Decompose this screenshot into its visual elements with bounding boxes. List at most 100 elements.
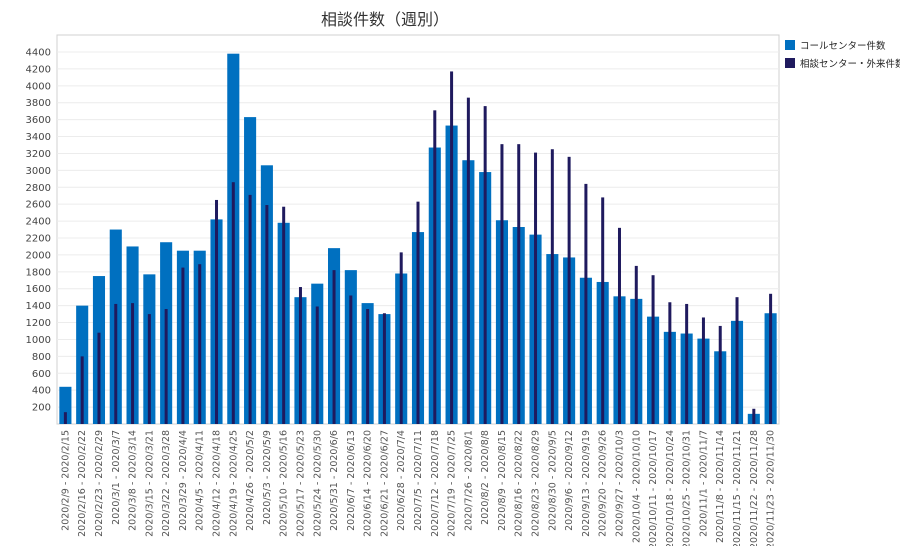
bar-consult-center[interactable]: [718, 325, 722, 424]
x-tick-label: 2020/10/4 - 2020/10/10: [631, 430, 642, 543]
y-tick-label: 1800: [26, 267, 51, 278]
x-tick-label: 2020/9/6 - 2020/9/12: [564, 430, 575, 531]
x-tick-label: 2020/5/24 - 2020/5/30: [312, 430, 323, 537]
x-tick-label: 2020/8/30 - 2020/9/5: [547, 430, 558, 531]
bar-consult-center[interactable]: [382, 313, 386, 424]
x-tick-label: 2020/5/3 - 2020/5/9: [262, 430, 273, 525]
bar-consult-center[interactable]: [80, 356, 84, 424]
bar-consult-center[interactable]: [634, 265, 638, 424]
x-tick-label: 2020/11/8 - 2020/11/14: [715, 430, 726, 543]
x-tick-label: 2020/2/16 - 2020/2/22: [77, 430, 88, 537]
bar-consult-center[interactable]: [517, 144, 521, 424]
bar-consult-center[interactable]: [466, 97, 470, 425]
bar-consult-center[interactable]: [617, 227, 621, 424]
y-tick-label: 600: [32, 369, 51, 380]
bar-consult-center[interactable]: [701, 317, 705, 424]
y-tick-label: 1600: [26, 284, 51, 295]
bar-consult-center[interactable]: [131, 303, 135, 424]
x-tick-label: 2020/9/20 - 2020/9/26: [598, 430, 609, 537]
y-tick-label: 2200: [26, 234, 51, 245]
bar-consult-center[interactable]: [685, 303, 689, 424]
x-tick-label: 2020/3/8 - 2020/3/14: [128, 430, 139, 531]
x-tick-label: 2020/5/31 - 2020/6/6: [329, 430, 340, 531]
x-tick-label: 2020/4/19 - 2020/4/25: [228, 430, 239, 537]
y-tick-label: 4400: [26, 48, 51, 59]
x-tick-label: 2020/11/15 - 2020/11/21: [732, 430, 743, 546]
bar-consult-center[interactable]: [231, 182, 235, 424]
y-tick-label: 4200: [26, 64, 51, 75]
bar-consult-center[interactable]: [668, 302, 672, 424]
x-tick-label: 2020/6/7 - 2020/6/13: [346, 430, 357, 531]
bar-consult-center[interactable]: [500, 144, 504, 424]
bar-consult-center[interactable]: [752, 408, 756, 424]
bar-consult-center[interactable]: [433, 110, 437, 424]
x-tick-label: 2020/3/29 - 2020/4/4: [178, 430, 189, 531]
x-tick-label: 2020/7/19 - 2020/7/25: [447, 430, 458, 537]
bar-consult-center[interactable]: [63, 412, 67, 424]
x-tick-label: 2020/3/1 - 2020/3/7: [111, 430, 122, 525]
x-tick-label: 2020/7/5 - 2020/7/11: [413, 430, 424, 531]
x-tick-label: 2020/5/10 - 2020/5/16: [279, 430, 290, 537]
x-tick-label: 2020/4/12 - 2020/4/18: [212, 430, 223, 537]
chart-title: 相談件数（週別）: [320, 10, 449, 29]
legend-swatch-consult-center: [785, 57, 795, 68]
bar-consult-center[interactable]: [399, 252, 403, 424]
bar-consult-center[interactable]: [601, 197, 605, 424]
bar-consult-center[interactable]: [164, 309, 168, 424]
y-tick-label: 3600: [26, 115, 51, 126]
bar-consult-center[interactable]: [550, 149, 554, 424]
x-tick-label: 2020/2/23 - 2020/2/29: [94, 430, 105, 537]
bar-consult-center[interactable]: [198, 264, 202, 424]
x-tick-label: 2020/7/12 - 2020/7/18: [430, 430, 441, 537]
bar-consult-center[interactable]: [769, 293, 773, 424]
y-tick-label: 800: [32, 352, 51, 363]
x-tick-label: 2020/8/23 - 2020/8/29: [531, 430, 542, 537]
bar-consult-center[interactable]: [567, 156, 571, 424]
y-tick-label: 200: [32, 403, 51, 414]
y-tick-label: 3000: [26, 166, 51, 177]
bar-call-center[interactable]: [59, 386, 72, 424]
bar-consult-center[interactable]: [315, 306, 319, 424]
x-tick-label: 2020/2/9 - 2020/2/15: [60, 430, 71, 531]
bar-consult-center[interactable]: [534, 152, 538, 425]
x-tick-label: 2020/10/25 - 2020/10/31: [682, 430, 693, 546]
bar-consult-center[interactable]: [147, 314, 151, 424]
x-tick-label: 2020/6/21 - 2020/6/27: [379, 430, 390, 537]
x-tick-label: 2020/10/11 - 2020/10/17: [648, 430, 659, 546]
bar-consult-center[interactable]: [181, 267, 185, 424]
y-tick-label: 2000: [26, 250, 51, 261]
y-tick-label: 2800: [26, 183, 51, 194]
bar-consult-center[interactable]: [265, 205, 269, 424]
bar-consult-center[interactable]: [366, 309, 370, 424]
y-tick-label: 3800: [26, 98, 51, 109]
legend: コールセンター件数 相談センター・外来件数: [785, 38, 900, 74]
bar-consult-center[interactable]: [332, 270, 336, 424]
bar-consult-center[interactable]: [215, 199, 219, 424]
bar-consult-center[interactable]: [298, 287, 302, 424]
bar-consult-center[interactable]: [248, 194, 252, 424]
legend-item-call-center[interactable]: コールセンター件数: [785, 38, 900, 52]
x-tick-label: 2020/5/17 - 2020/5/23: [295, 430, 306, 537]
legend-item-consult-center[interactable]: 相談センター・外来件数: [785, 56, 900, 70]
legend-label-call-center: コールセンター件数: [800, 40, 886, 52]
x-tick-label: 2020/9/27 - 2020/10/3: [614, 430, 625, 537]
x-tick-label: 2020/4/26 - 2020/5/2: [245, 430, 256, 531]
bar-consult-center[interactable]: [97, 332, 101, 424]
bar-consult-center[interactable]: [450, 71, 454, 424]
y-tick-label: 400: [32, 386, 51, 397]
bar-consult-center[interactable]: [735, 297, 739, 424]
y-tick-label: 3400: [26, 132, 51, 143]
bar-consult-center[interactable]: [416, 201, 420, 424]
y-tick-label: 1000: [26, 335, 51, 346]
bar-consult-center[interactable]: [584, 183, 588, 424]
y-tick-label: 2600: [26, 200, 51, 211]
bar-consult-center[interactable]: [651, 275, 655, 424]
x-tick-label: 2020/6/28 - 2020/7/4: [396, 430, 407, 531]
bar-consult-center[interactable]: [114, 303, 118, 424]
y-tick-label: 3200: [26, 149, 51, 160]
bar-consult-center[interactable]: [282, 206, 286, 424]
bar-consult-center[interactable]: [483, 106, 487, 424]
x-tick-label: 2020/3/22 - 2020/3/28: [161, 430, 172, 537]
bar-consult-center[interactable]: [349, 295, 353, 424]
x-tick-label: 2020/8/2 - 2020/8/8: [480, 430, 491, 525]
